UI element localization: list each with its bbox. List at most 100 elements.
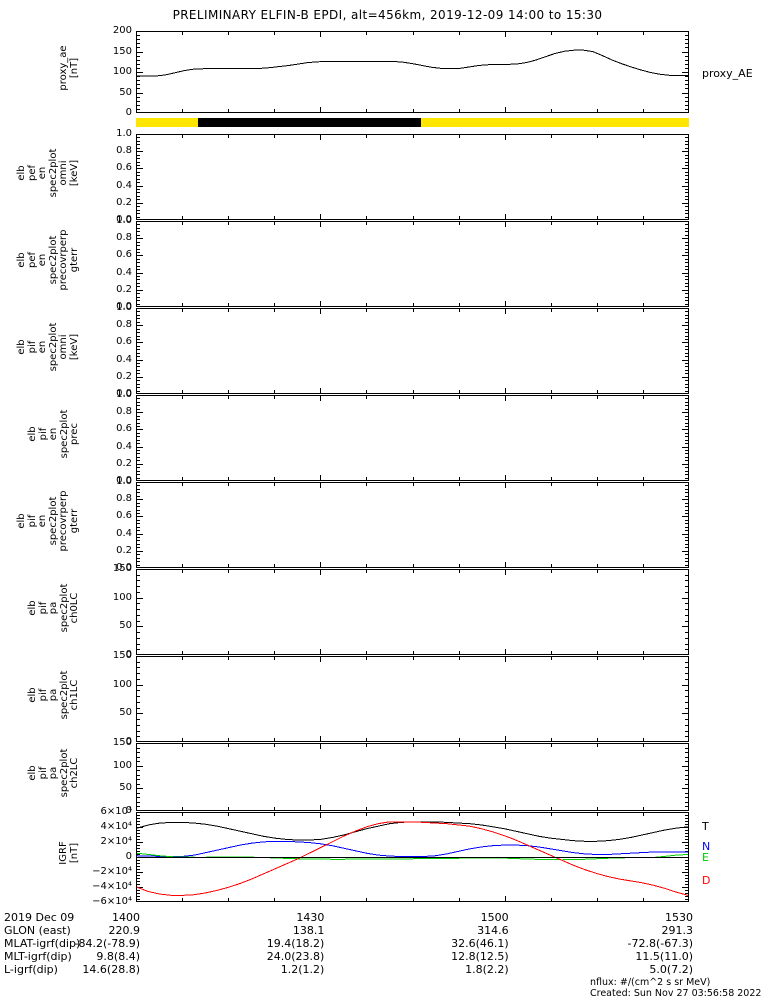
axis-tick: [685, 523, 688, 525]
axis-tick: [137, 667, 140, 669]
axis-tick: [685, 258, 688, 260]
axis-tick: [137, 269, 140, 271]
axis-tick: [642, 396, 644, 399]
axis-tick: [682, 308, 688, 309]
axis-tick: [137, 863, 140, 864]
axis-tick: [685, 730, 688, 732]
axis-tick: [504, 301, 506, 306]
axis-tick: [596, 807, 598, 810]
legend-igrf-t: T: [702, 820, 709, 833]
axis-tick: [274, 651, 276, 654]
axis-tick: [682, 901, 688, 902]
axis-tick: [137, 202, 143, 204]
axis-tick: [137, 477, 140, 479]
panel-label-elb-pif-pa-ch1lc: elb pif pa spec2plot ch1LC: [27, 652, 81, 738]
panel-label-line: ch2LC: [68, 757, 80, 789]
axis-tick: [366, 651, 368, 654]
axis-tick: [685, 453, 688, 455]
page-title: PRELIMINARY ELFIN-B EPDI, alt=456km, 201…: [172, 8, 603, 22]
y-tick-label: 0.6: [116, 162, 132, 174]
y-tick-label: 0.4: [116, 353, 132, 365]
axis-tick: [682, 202, 688, 204]
axis-tick: [137, 182, 140, 184]
y-tick-label: 0: [125, 805, 132, 816]
axis-tick: [596, 396, 598, 399]
axis-tick: [412, 477, 414, 480]
axis-tick: [137, 812, 143, 813]
axis-tick: [685, 318, 688, 320]
axis-tick: [642, 744, 644, 747]
axis-tick: [137, 597, 143, 599]
axis-tick: [596, 309, 598, 312]
axis-tick: [137, 591, 140, 593]
axis-tick: [685, 884, 688, 885]
axis-tick: [137, 408, 140, 410]
axis-tick: [137, 282, 140, 284]
axis-tick: [137, 255, 143, 257]
axis-tick: [137, 395, 143, 396]
axis-tick: [458, 396, 460, 399]
axis-tick: [685, 696, 688, 698]
y-tick-label: 100: [112, 66, 132, 77]
panel-label-line: pif: [37, 427, 48, 441]
axis-tick: [274, 222, 276, 225]
axis-tick: [504, 570, 506, 575]
axis-tick: [137, 724, 140, 726]
axis-tick: [685, 282, 688, 284]
axis-tick: [137, 345, 140, 347]
axis-tick: [136, 813, 137, 818]
y-tick-label: 100: [112, 759, 132, 771]
axis-tick: [137, 171, 140, 173]
axis-tick: [137, 276, 140, 278]
axis-tick: [137, 872, 143, 873]
axis-tick: [685, 405, 688, 407]
axis-tick: [688, 813, 689, 818]
axis-tick: [596, 303, 598, 306]
axis-tick: [685, 470, 688, 472]
axis-tick: [137, 398, 140, 400]
axis-tick: [137, 456, 140, 458]
axis-tick: [685, 383, 688, 385]
axis-tick: [685, 373, 688, 375]
axis-tick: [685, 422, 688, 424]
axis-tick: [550, 32, 552, 35]
axis-tick: [137, 537, 140, 539]
axis-tick: [320, 309, 322, 314]
axis-tick: [685, 643, 688, 645]
axis-tick: [137, 245, 140, 247]
axis-tick: [137, 213, 140, 215]
axis-tick: [137, 258, 140, 260]
axis-tick: [685, 564, 688, 566]
axis-tick: [412, 309, 414, 312]
axis-tick: [642, 738, 644, 741]
axis-tick: [596, 657, 598, 660]
axis-tick: [274, 483, 276, 486]
axis-tick: [182, 390, 184, 393]
axis-tick: [642, 570, 644, 573]
axis-tick: [274, 396, 276, 399]
axis-tick: [137, 603, 140, 605]
series-proxy-ae: [137, 49, 688, 77]
axis-tick: [137, 564, 140, 566]
axis-tick: [136, 570, 137, 575]
y-tick-label: 0.2: [116, 283, 132, 295]
y-axis-elb-pif-pa-ch1lc: 150 100 50 0: [84, 651, 132, 747]
axis-tick: [458, 309, 460, 312]
axis-tick: [596, 813, 598, 816]
axis-tick: [137, 293, 140, 295]
axis-tick: [228, 570, 230, 573]
panel-elb-pef-en-precovrperp-gterr: [136, 221, 689, 307]
axis-tick: [685, 189, 688, 191]
axis-tick: [137, 248, 140, 250]
axis-tick: [137, 492, 140, 494]
axis-tick: [137, 743, 143, 744]
axis-tick: [137, 701, 140, 703]
axis-tick: [642, 477, 644, 480]
axis-tick: [137, 306, 143, 307]
axis-tick: [274, 109, 276, 112]
axis-tick: [685, 474, 688, 476]
axis-tick: [682, 499, 688, 501]
axis-tick: [136, 562, 137, 567]
axis-tick: [685, 893, 688, 894]
axis-tick: [182, 807, 184, 810]
